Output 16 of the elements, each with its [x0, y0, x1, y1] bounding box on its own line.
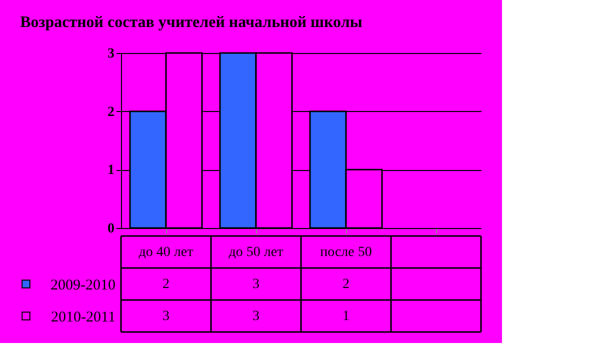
- data-label: 3: [252, 309, 260, 324]
- legend-label: 2010-2011: [51, 310, 116, 326]
- data-label: 2: [342, 277, 350, 292]
- y-tick-label: 0: [108, 222, 114, 236]
- data-label: 2: [162, 277, 170, 292]
- x-tick-label: после 50: [320, 245, 372, 260]
- y-tick-label: 2: [108, 104, 114, 120]
- data-label: 1: [342, 309, 350, 324]
- y-tick-label: 3: [108, 46, 114, 62]
- data-label: 3: [252, 277, 260, 292]
- y-tick-label: 1: [108, 163, 114, 178]
- x-tick-label: до 50 лет: [228, 245, 284, 260]
- x-tick-label: до 40 лет: [138, 245, 194, 260]
- data-label: 3: [162, 309, 170, 324]
- legend-label: 2009-2010: [50, 278, 116, 294]
- chart-title: Возрастной состав учителей начальной школы: [20, 14, 363, 31]
